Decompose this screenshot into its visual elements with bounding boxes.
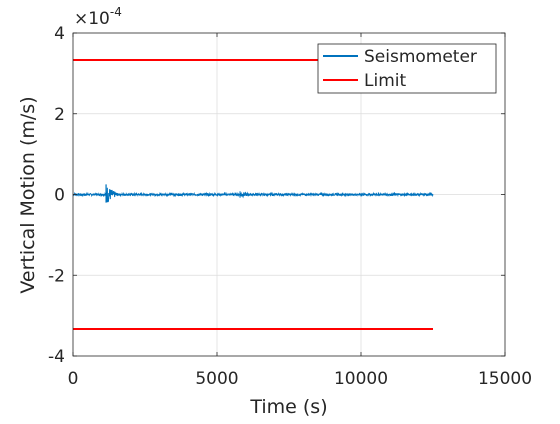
x-tick-label: 0 — [68, 369, 79, 389]
legend-label-seismometer: Seismometer — [364, 47, 477, 67]
y-exponent-base: ×10 — [74, 9, 110, 29]
y-tick-label: 0 — [54, 186, 65, 206]
y-tick-label: -2 — [48, 266, 65, 286]
x-tick-label: 15000 — [478, 369, 532, 389]
legend: Seismometer Limit — [317, 43, 497, 94]
x-tick-label: 10000 — [334, 369, 388, 389]
y-tick-label: 2 — [54, 105, 65, 125]
x-tick-label: 5000 — [195, 369, 238, 389]
tick-layer: 0 5000 10000 15000 -4 -2 0 2 4 — [48, 24, 532, 389]
y-exponent-power: -4 — [110, 5, 122, 19]
series-line-seismometer — [72, 184, 434, 203]
legend-label-limit: Limit — [364, 71, 406, 91]
y-axis-label: Vertical Motion (m/s) — [17, 96, 39, 293]
legend-box — [317, 43, 497, 94]
x-axis-label: Time (s) — [249, 396, 327, 418]
y-tick-label: -4 — [48, 347, 65, 367]
y-tick-label: 4 — [54, 24, 65, 44]
y-exponent-label: ×10-4 — [74, 5, 122, 29]
